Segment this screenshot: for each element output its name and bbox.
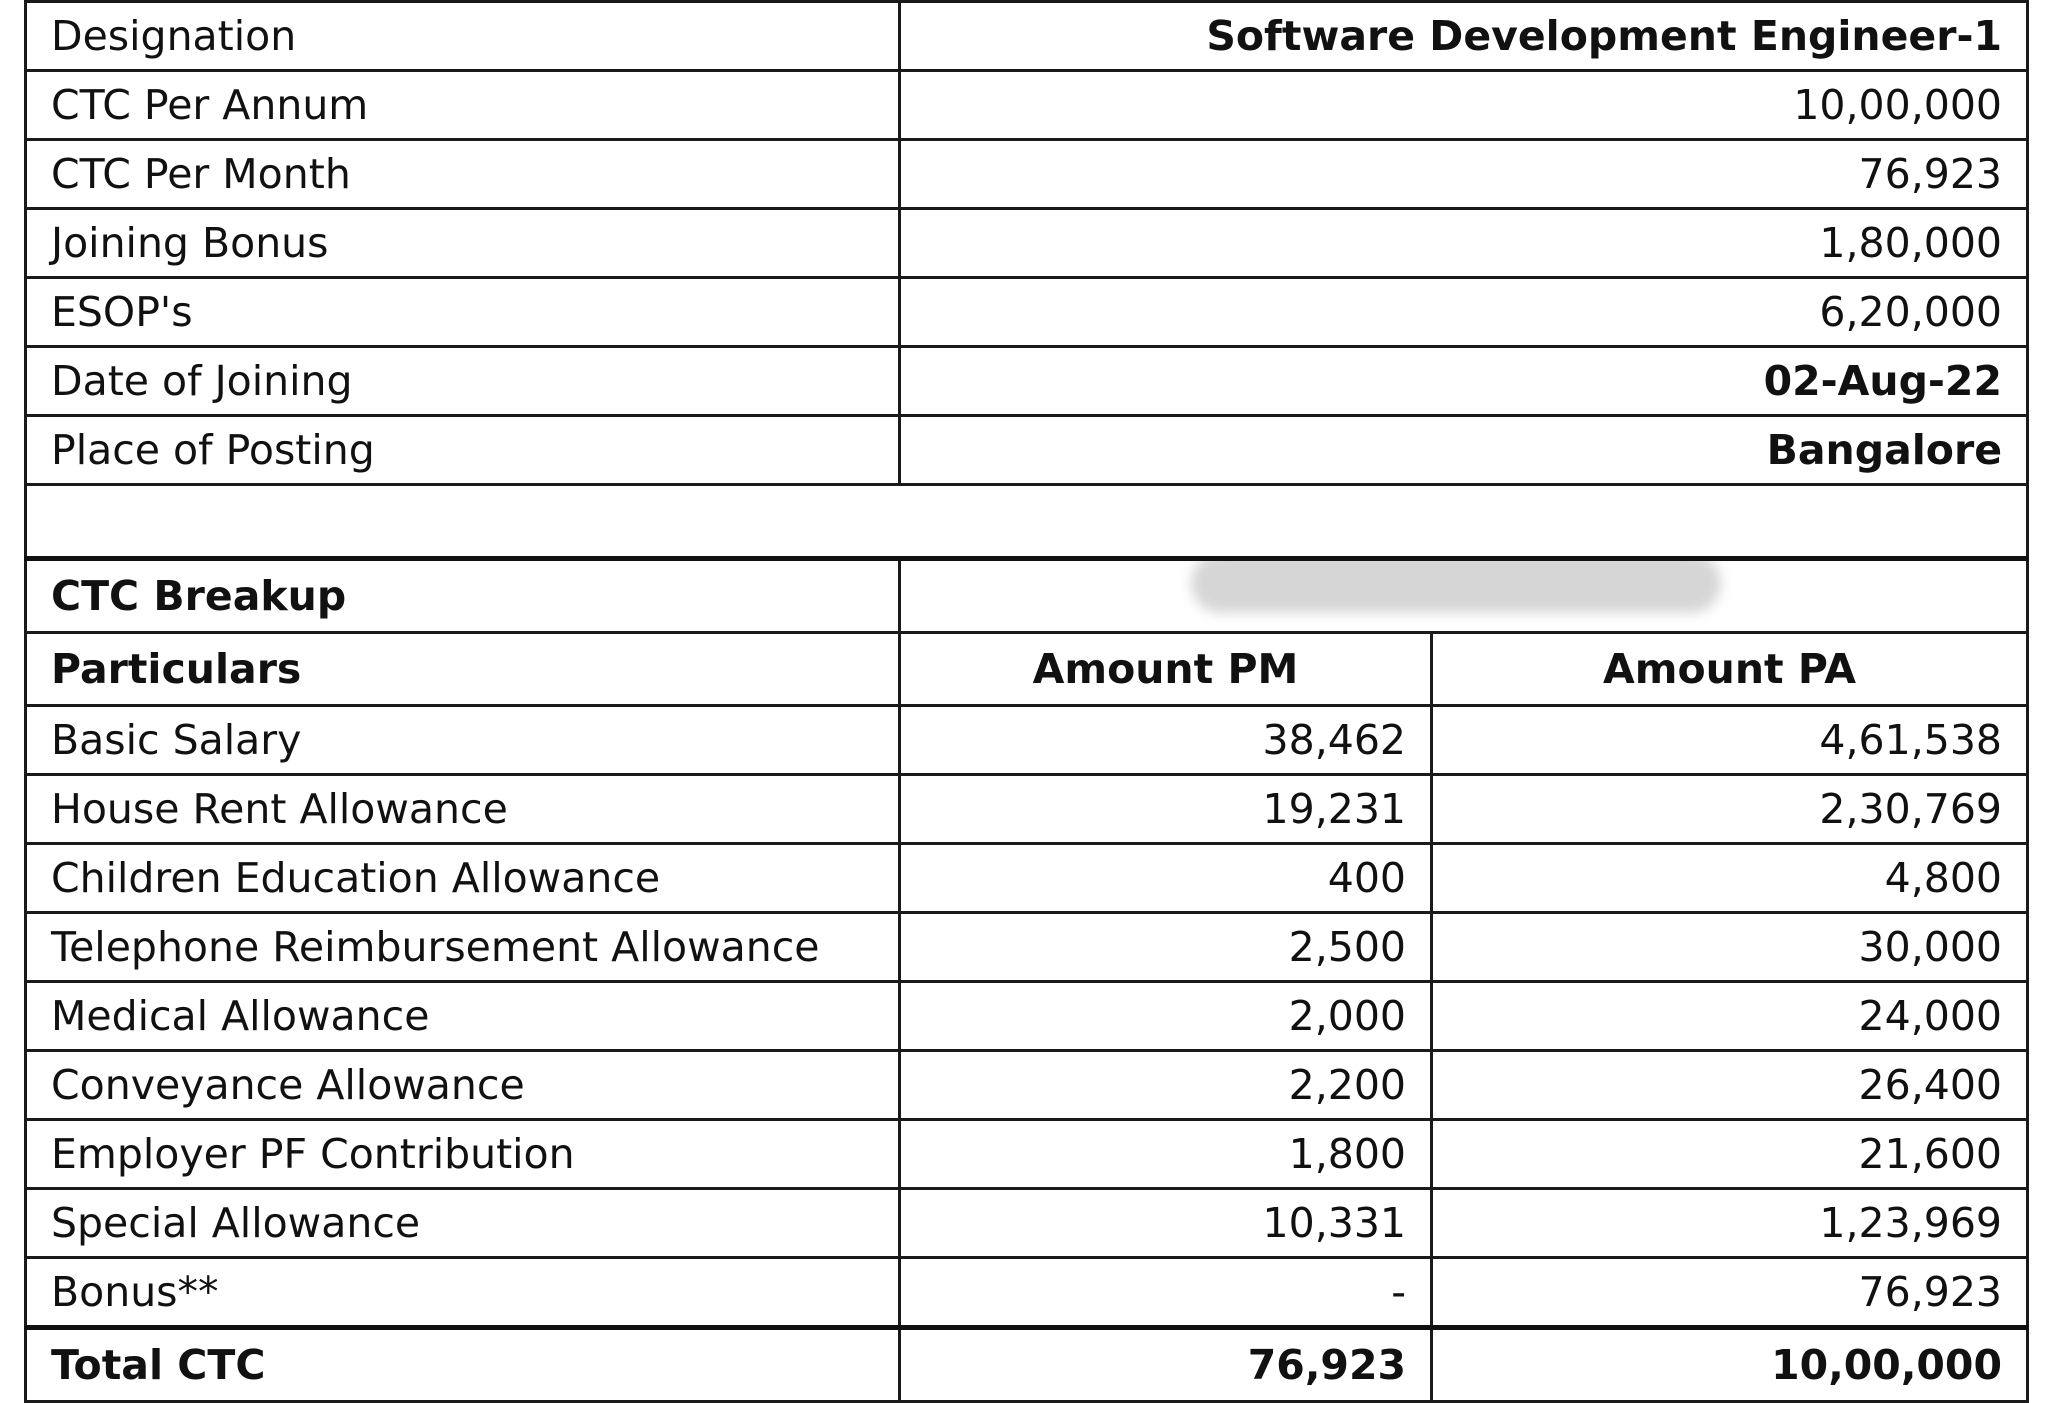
breakup-row: Bonus** -76,923: [24, 1256, 2029, 1329]
offer-value: 6,20,000: [898, 276, 2029, 348]
header-amount-pa: Amount PA: [1430, 631, 2029, 707]
total-amount-pm: 76,923: [898, 1325, 1433, 1403]
offer-label: Designation: [24, 0, 901, 72]
particular-name: House Rent Allowance: [24, 773, 901, 845]
breakup-row: Special Allowance 10,331 1,23,969: [24, 1187, 2029, 1259]
offer-label: ESOP's: [24, 276, 901, 348]
offer-value: 02-Aug-22: [898, 345, 2029, 417]
offer-row: Place of Posting Bangalore: [24, 414, 2029, 486]
breakup-header-row: Particulars Amount PM Amount PA: [24, 631, 2029, 707]
particular-name: Children Education Allowance: [24, 842, 901, 914]
breakup-row: Medical Allowance 2,000 24,000: [24, 980, 2029, 1052]
total-label: Total CTC: [24, 1325, 901, 1403]
amount-pa: 1,23,969: [1430, 1187, 2029, 1259]
ctc-table: Designation Software Development Engineer…: [24, 0, 2029, 1403]
offer-row: CTC Per Month 76,923: [24, 138, 2029, 210]
amount-pa: 26,400: [1430, 1049, 2029, 1121]
amount-pa: 4,61,538: [1430, 704, 2029, 776]
spacer-cell: [24, 483, 2029, 561]
amount-pa: 2,30,769: [1430, 773, 2029, 845]
amount-pa: 30,000: [1430, 911, 2029, 983]
offer-label: Date of Joining: [24, 345, 901, 417]
offer-label: Place of Posting: [24, 414, 901, 486]
offer-label: CTC Per Month: [24, 138, 901, 210]
offer-row: CTC Per Annum 10,00,000: [24, 69, 2029, 141]
particular-name: Special Allowance: [24, 1187, 901, 1259]
breakup-row: Employer PF Contribution 1,800 21,600: [24, 1118, 2029, 1190]
offer-details-section: Designation Software Development Engineer…: [24, 0, 2029, 486]
amount-pa: 4,800: [1430, 842, 2029, 914]
total-row: Total CTC 76,923 10,00,000: [24, 1325, 2029, 1403]
amount-pm: 10,331: [898, 1187, 1433, 1259]
breakup-row: Conveyance Allowance 2,200 26,400: [24, 1049, 2029, 1121]
breakup-title-row: CTC Breakup: [24, 557, 2029, 634]
breakup-title: CTC Breakup: [24, 557, 901, 634]
redaction-blur: [1191, 561, 1721, 613]
spacer-section: [24, 483, 2029, 561]
breakup-row: Basic Salary 38,462 4,61,538: [24, 704, 2029, 776]
total-section: Total CTC 76,923 10,00,000: [24, 1325, 2029, 1403]
offer-value: 1,80,000: [898, 207, 2029, 279]
offer-value: 76,923: [898, 138, 2029, 210]
particular-name: Basic Salary: [24, 704, 901, 776]
amount-pm: 2,000: [898, 980, 1433, 1052]
spacer-row: [24, 483, 2029, 561]
offer-label: Joining Bonus: [24, 207, 901, 279]
amount-pa: 76,923: [1430, 1256, 2029, 1329]
particular-name: Bonus**: [24, 1256, 901, 1329]
ctc-offer-sheet: Designation Software Development Engineer…: [24, 0, 2029, 1403]
amount-pa: 24,000: [1430, 980, 2029, 1052]
offer-row: Joining Bonus 1,80,000: [24, 207, 2029, 279]
amount-pm: 19,231: [898, 773, 1433, 845]
particular-name: Medical Allowance: [24, 980, 901, 1052]
header-particulars: Particulars: [24, 631, 901, 707]
breakup-rows: Basic Salary 38,462 4,61,538 House Rent All…: [24, 704, 2029, 1329]
total-amount-pa: 10,00,000: [1430, 1325, 2029, 1403]
breakup-row: Telephone Reimbursement Allowance 2,500 30…: [24, 911, 2029, 983]
offer-row: Date of Joining 02-Aug-22: [24, 345, 2029, 417]
particular-name: Employer PF Contribution: [24, 1118, 901, 1190]
particular-name: Telephone Reimbursement Allowance: [24, 911, 901, 983]
amount-pm: 2,500: [898, 911, 1433, 983]
breakup-section: CTC Breakup Particulars Amount PM Amount…: [24, 557, 2029, 707]
amount-pm: 400: [898, 842, 1433, 914]
offer-value: 10,00,000: [898, 69, 2029, 141]
amount-pa: 21,600: [1430, 1118, 2029, 1190]
breakup-row: Children Education Allowance 400 4,800: [24, 842, 2029, 914]
offer-label: CTC Per Annum: [24, 69, 901, 141]
amount-pm: 1,800: [898, 1118, 1433, 1190]
redacted-cell: [898, 557, 2029, 634]
particular-name: Conveyance Allowance: [24, 1049, 901, 1121]
offer-value: Software Development Engineer-1: [898, 0, 2029, 72]
header-amount-pm: Amount PM: [898, 631, 1433, 707]
amount-pm: -: [898, 1256, 1433, 1329]
offer-row: Designation Software Development Engineer…: [24, 0, 2029, 72]
offer-value: Bangalore: [898, 414, 2029, 486]
breakup-row: House Rent Allowance 19,231 2,30,769: [24, 773, 2029, 845]
offer-row: ESOP's 6,20,000: [24, 276, 2029, 348]
amount-pm: 38,462: [898, 704, 1433, 776]
amount-pm: 2,200: [898, 1049, 1433, 1121]
